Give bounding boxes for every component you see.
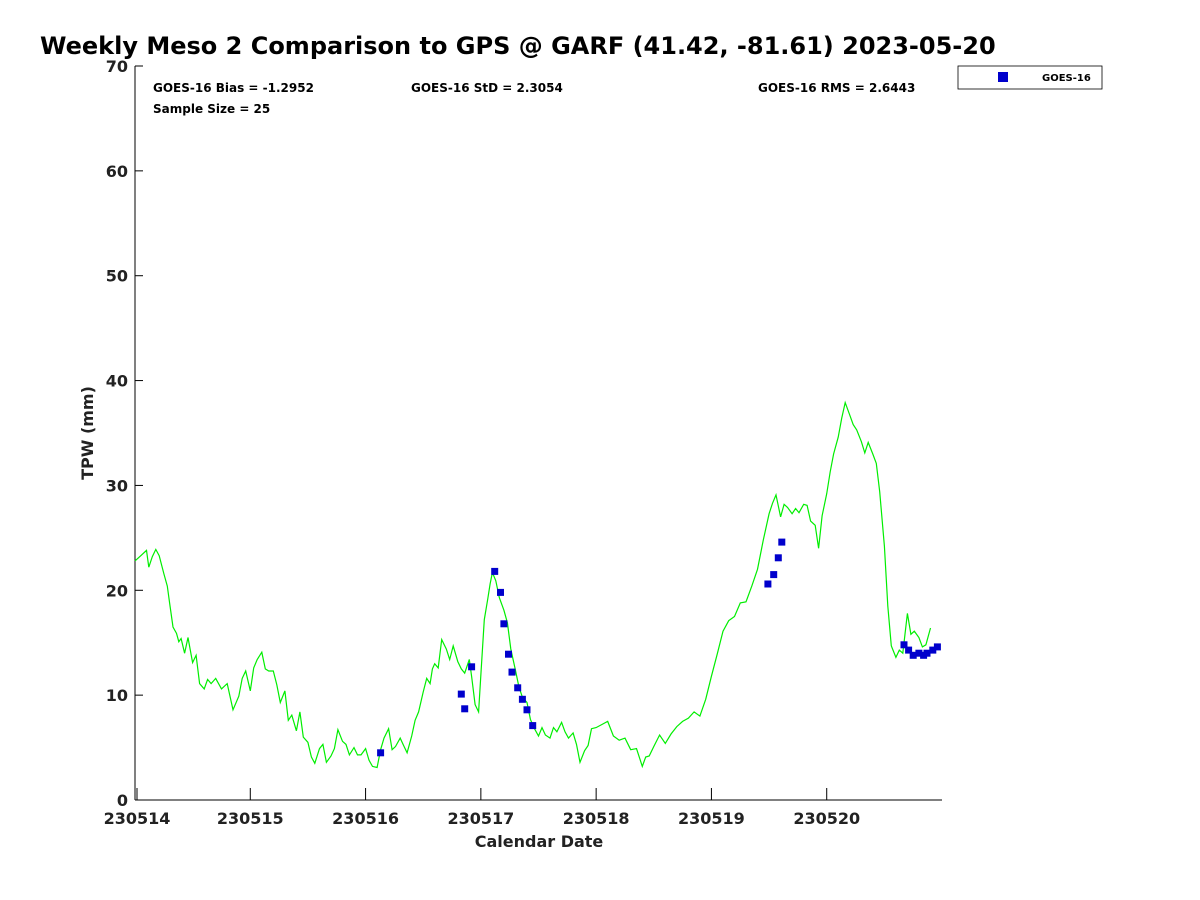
goes-16-point [915, 649, 923, 657]
y-tick-label: 70 [106, 57, 128, 76]
goes-16-point [900, 641, 908, 649]
goes-16-point [468, 663, 476, 671]
goes-16-point [508, 668, 516, 676]
x-tick-label: 230517 [447, 809, 514, 828]
goes-16-point [923, 649, 931, 657]
y-tick-label: 20 [106, 581, 128, 600]
goes-16-point [514, 684, 522, 692]
y-tick-label: 0 [117, 791, 128, 810]
goes-16-point [457, 690, 465, 698]
goes-16-point [774, 554, 782, 562]
chart-title: Weekly Meso 2 Comparison to GPS @ GARF (… [40, 32, 996, 60]
goes-16-point [905, 646, 913, 654]
goes-16-point [377, 749, 385, 757]
x-axis-label: Calendar Date [475, 832, 604, 851]
x-ticks: 230514 230515 230516 230517 230518 230519 2305… [104, 788, 860, 828]
goes-16-point [491, 567, 499, 575]
sample-size-stat: Sample Size = 25 [153, 102, 270, 116]
x-tick-label: 230515 [217, 809, 284, 828]
goes-16-point [497, 588, 504, 596]
goes-16-point [933, 643, 941, 651]
std-stat: GOES-16 StD = 2.3054 [411, 81, 563, 95]
legend-label: GOES-16 [1042, 73, 1091, 84]
goes-16-point [909, 651, 917, 659]
goes-16-point [505, 650, 512, 658]
goes-16-point [529, 722, 537, 730]
rms-stat: GOES-16 RMS = 2.6443 [758, 81, 915, 95]
y-tick-label: 50 [106, 267, 128, 286]
y-tick-label: 10 [106, 686, 128, 705]
goes-16-points [377, 538, 941, 757]
y-ticks: 0 10 20 30 40 50 60 70 [106, 57, 143, 810]
y-tick-label: 40 [106, 372, 128, 391]
x-tick-label: 230518 [563, 809, 630, 828]
gps-line [134, 400, 932, 769]
x-tick-label: 230519 [678, 809, 745, 828]
goes-16-point [518, 695, 526, 703]
y-tick-label: 60 [106, 162, 128, 181]
x-tick-label: 230520 [793, 809, 860, 828]
goes-16-point [500, 620, 508, 628]
goes-16-point [764, 580, 772, 588]
goes-16-point [523, 706, 531, 714]
x-tick-label: 230516 [332, 809, 399, 828]
legend-marker-square-icon [998, 72, 1008, 82]
plot-area [134, 66, 942, 801]
x-tick-label: 230514 [104, 809, 171, 828]
goes-16-point [770, 571, 778, 579]
y-tick-label: 30 [106, 476, 128, 495]
legend: GOES-16 [957, 65, 1103, 90]
y-axis-label: TPW (mm) [78, 386, 97, 480]
goes-16-point [929, 646, 937, 654]
legend-box [957, 65, 1103, 90]
goes-16-point [461, 705, 469, 713]
bias-stat: GOES-16 Bias = -1.2952 [153, 81, 314, 95]
goes-16-point [778, 538, 786, 546]
